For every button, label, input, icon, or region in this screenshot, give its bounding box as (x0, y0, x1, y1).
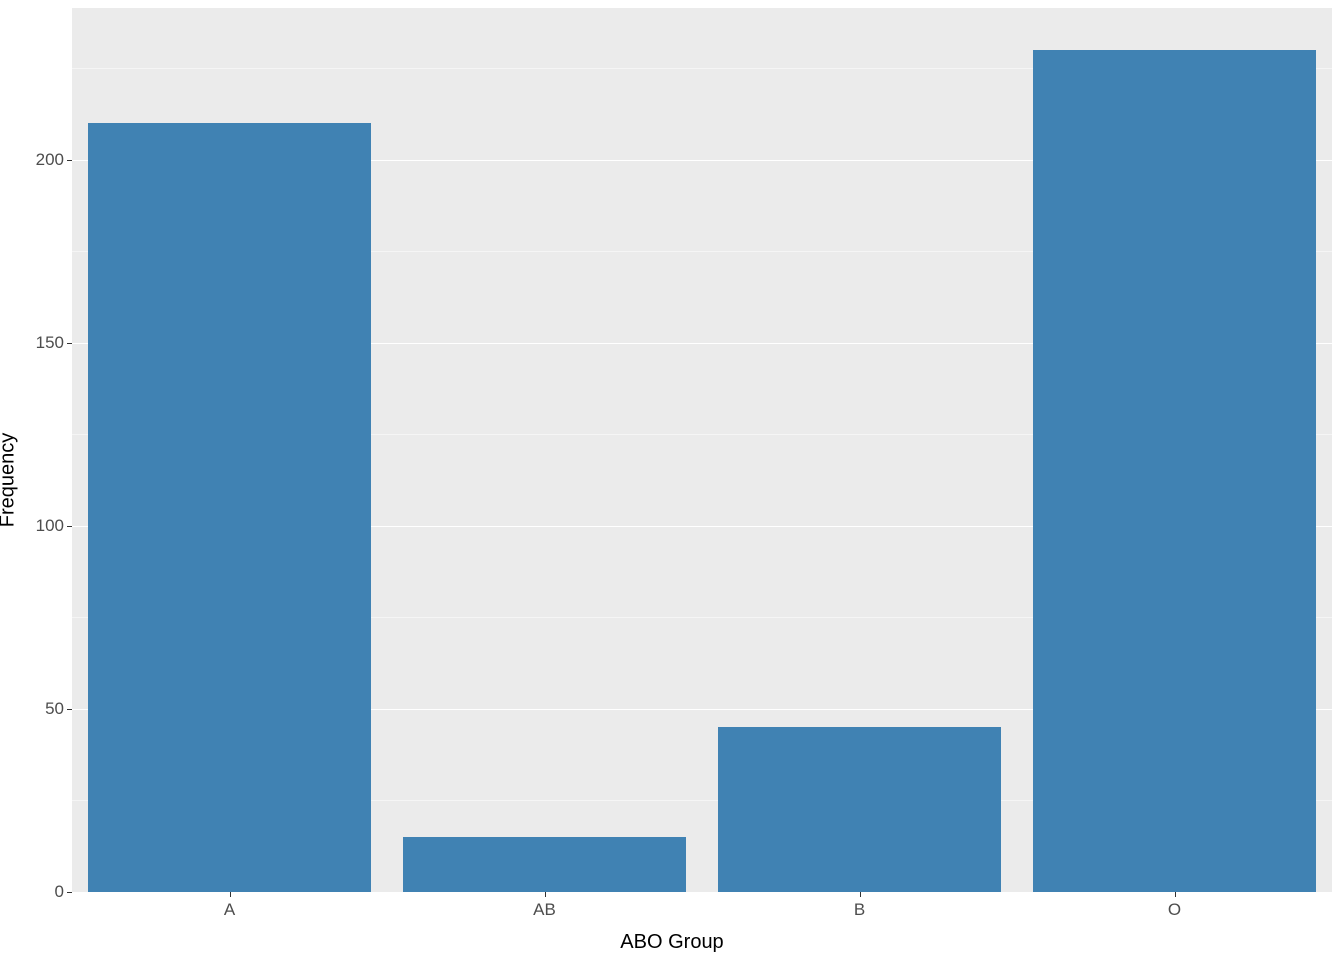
y-tick-mark (67, 160, 72, 161)
plot-panel: 050100150200AABBO (72, 8, 1332, 892)
y-tick-mark (67, 892, 72, 893)
y-tick-mark (67, 526, 72, 527)
bar-ab (403, 837, 687, 892)
x-tick-mark (860, 892, 861, 897)
y-tick-label: 100 (36, 516, 64, 536)
y-tick-label: 150 (36, 333, 64, 353)
x-tick-label: B (854, 900, 865, 920)
y-tick-label: 200 (36, 150, 64, 170)
x-tick-label: AB (533, 900, 556, 920)
y-tick-mark (67, 343, 72, 344)
bar-b (718, 727, 1002, 892)
x-tick-label: O (1168, 900, 1181, 920)
chart-container: Frequency ABO Group 050100150200AABBO (0, 0, 1344, 960)
bar-o (1033, 50, 1317, 892)
x-tick-mark (1175, 892, 1176, 897)
x-tick-mark (545, 892, 546, 897)
y-tick-mark (67, 709, 72, 710)
gridline-major (72, 892, 1332, 893)
x-tick-mark (230, 892, 231, 897)
y-axis-title: Frequency (0, 433, 20, 528)
x-axis-title: ABO Group (620, 931, 723, 954)
y-tick-label: 0 (55, 882, 64, 902)
x-tick-label: A (224, 900, 235, 920)
bar-a (88, 123, 372, 892)
y-tick-label: 50 (45, 699, 64, 719)
